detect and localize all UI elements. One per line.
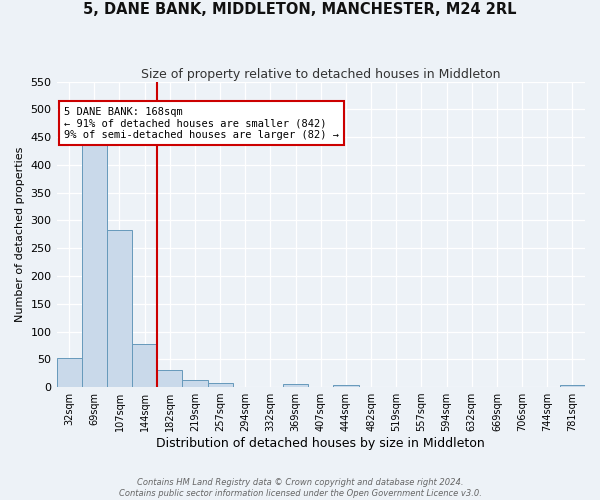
Title: Size of property relative to detached houses in Middleton: Size of property relative to detached ho… — [141, 68, 500, 80]
Bar — [157, 370, 182, 387]
Bar — [107, 230, 132, 387]
Y-axis label: Number of detached properties: Number of detached properties — [15, 146, 25, 322]
Bar — [82, 134, 107, 387]
Text: Contains HM Land Registry data © Crown copyright and database right 2024.
Contai: Contains HM Land Registry data © Crown c… — [119, 478, 481, 498]
Bar — [560, 386, 585, 387]
Bar — [182, 380, 208, 387]
Bar — [334, 385, 359, 387]
Bar — [283, 384, 308, 387]
Bar — [208, 383, 233, 387]
Text: 5, DANE BANK, MIDDLETON, MANCHESTER, M24 2RL: 5, DANE BANK, MIDDLETON, MANCHESTER, M24… — [83, 2, 517, 18]
X-axis label: Distribution of detached houses by size in Middleton: Distribution of detached houses by size … — [157, 437, 485, 450]
Bar — [56, 358, 82, 387]
Text: 5 DANE BANK: 168sqm
← 91% of detached houses are smaller (842)
9% of semi-detach: 5 DANE BANK: 168sqm ← 91% of detached ho… — [64, 106, 339, 140]
Bar — [132, 344, 157, 387]
